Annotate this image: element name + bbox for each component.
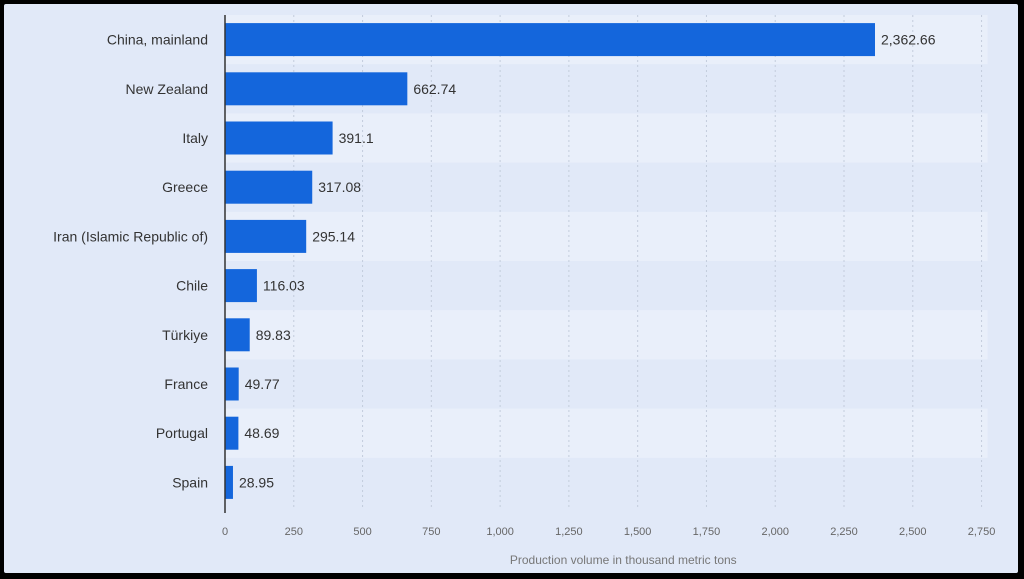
bar[interactable] bbox=[225, 72, 408, 106]
value-label: 49.77 bbox=[245, 376, 280, 392]
category-label: Greece bbox=[162, 179, 208, 195]
category-label: France bbox=[164, 376, 208, 392]
row-band bbox=[225, 310, 988, 360]
value-label: 48.69 bbox=[244, 425, 279, 441]
x-tick-label: 500 bbox=[353, 526, 371, 538]
x-tick-label: 2,500 bbox=[899, 526, 927, 538]
category-label: China, mainland bbox=[107, 32, 208, 48]
value-label: 391.1 bbox=[339, 130, 374, 146]
x-tick-label: 1,250 bbox=[555, 526, 583, 538]
value-label: 2,362.66 bbox=[881, 32, 936, 48]
value-label: 317.08 bbox=[318, 179, 361, 195]
bars bbox=[225, 23, 875, 499]
x-axis-title: Production volume in thousand metric ton… bbox=[510, 553, 737, 567]
bar-chart: China, mainland New Zealand Italy Greece Ira… bbox=[53, 15, 995, 567]
value-label: 116.03 bbox=[263, 278, 305, 294]
x-tick-label: 1,750 bbox=[693, 526, 721, 538]
category-label: Portugal bbox=[156, 425, 208, 441]
bar[interactable] bbox=[225, 23, 875, 57]
grid-lines bbox=[293, 15, 983, 507]
category-labels: China, mainland New Zealand Italy Greece Ira… bbox=[53, 32, 208, 491]
bar[interactable] bbox=[225, 170, 313, 204]
category-label: Spain bbox=[172, 474, 208, 490]
x-tick-label: 1,000 bbox=[486, 526, 514, 538]
x-tick-label: 2,750 bbox=[968, 526, 996, 538]
x-tick-labels: 0 250 500 750 1,000 1,250 1,500 1,750 2,000 2,250… bbox=[222, 526, 995, 538]
category-label: New Zealand bbox=[126, 81, 209, 97]
value-label: 295.14 bbox=[312, 228, 355, 244]
value-labels: 2,362.66 662.74 391.1 317.08 295.14 116.03 89.… bbox=[239, 32, 936, 491]
row-band bbox=[225, 408, 988, 458]
bar[interactable] bbox=[225, 318, 250, 352]
x-tick-label: 1,500 bbox=[624, 526, 652, 538]
row-bands bbox=[225, 15, 988, 458]
bar[interactable] bbox=[225, 269, 257, 303]
bar[interactable] bbox=[225, 121, 333, 155]
row-band bbox=[225, 113, 988, 163]
x-tick-label: 750 bbox=[422, 526, 440, 538]
value-label: 28.95 bbox=[239, 474, 274, 490]
bar[interactable] bbox=[225, 367, 239, 401]
value-label: 662.74 bbox=[413, 81, 456, 97]
chart-frame: China, mainland New Zealand Italy Greece Ira… bbox=[4, 4, 1018, 573]
category-label: Chile bbox=[176, 278, 208, 294]
x-tick-label: 0 bbox=[222, 526, 228, 538]
bar[interactable] bbox=[225, 219, 307, 253]
x-tick-label: 2,000 bbox=[761, 526, 789, 538]
category-label: Italy bbox=[182, 130, 208, 146]
row-band bbox=[225, 211, 988, 261]
bar[interactable] bbox=[225, 465, 233, 499]
x-tick-label: 250 bbox=[285, 526, 303, 538]
value-label: 89.83 bbox=[256, 327, 291, 343]
category-label: Türkiye bbox=[162, 327, 208, 343]
bar[interactable] bbox=[225, 416, 239, 450]
x-tick-label: 2,250 bbox=[830, 526, 858, 538]
category-label: Iran (Islamic Republic of) bbox=[53, 228, 208, 244]
